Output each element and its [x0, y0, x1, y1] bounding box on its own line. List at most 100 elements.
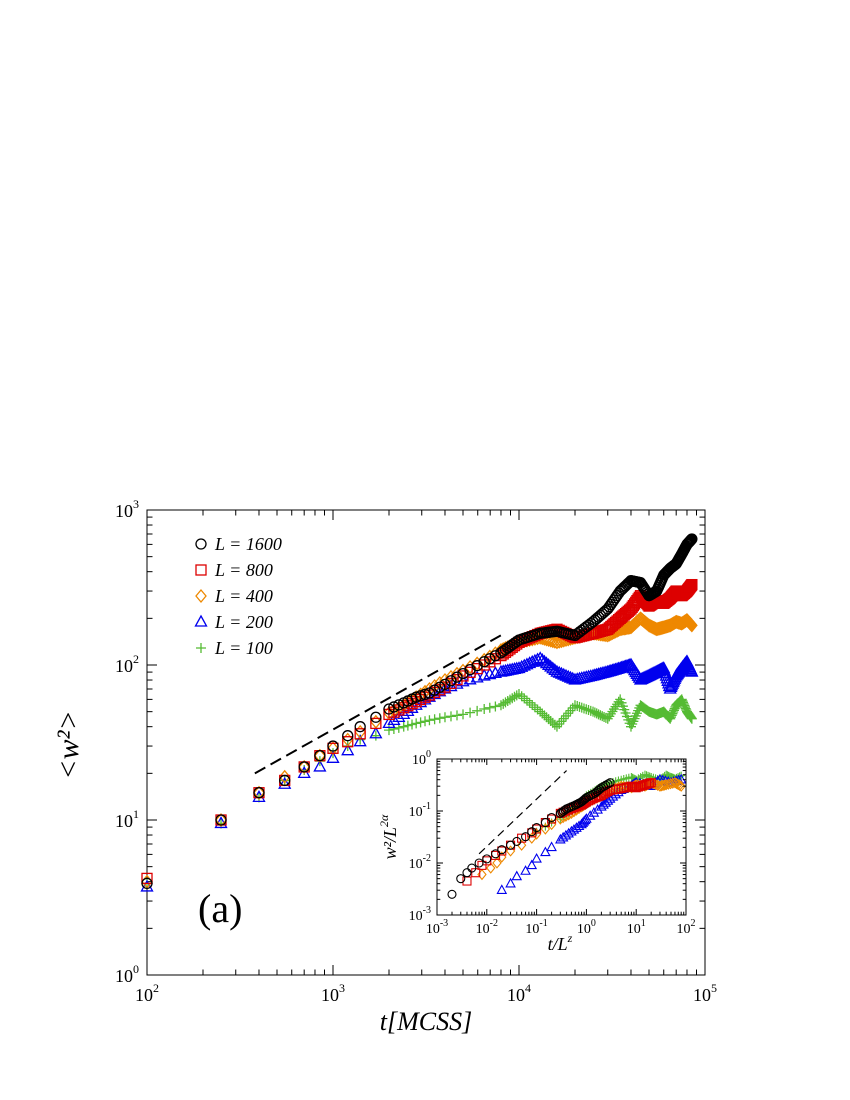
- inset-data-point: [482, 854, 492, 864]
- data-point: [388, 701, 400, 713]
- series-l1600: [141, 533, 698, 890]
- data-point: [521, 695, 532, 706]
- inset-data-point: [531, 852, 542, 863]
- inset-reference-line: [478, 770, 567, 855]
- data-point: [411, 718, 422, 729]
- data-point: [445, 711, 456, 722]
- y-tick-label: 10-3: [409, 905, 431, 924]
- data-point: [420, 716, 431, 727]
- x-tick-label: 10-2: [476, 918, 498, 937]
- legend-label: L = 800: [214, 560, 273, 580]
- inset-data-point: [447, 889, 457, 899]
- inset-data-point: [540, 846, 551, 857]
- data-point: [419, 688, 431, 701]
- inset-data-point: [491, 849, 501, 859]
- data-point: [452, 710, 462, 721]
- data-point: [215, 814, 227, 826]
- data-point: [450, 676, 464, 689]
- x-tick-label: 10-1: [525, 918, 547, 937]
- data-point: [504, 694, 515, 705]
- data-point: [383, 703, 395, 715]
- data-point: [551, 721, 562, 732]
- x-tick-label: 103: [321, 981, 345, 1005]
- data-point: [279, 774, 291, 787]
- y-tick-label: 102: [115, 652, 139, 676]
- svg-text:w²/L2α: w²/L2α: [377, 814, 400, 859]
- inset-data-point: [646, 778, 656, 788]
- data-point: [625, 721, 636, 732]
- inset-data-point: [540, 817, 550, 828]
- inset-data-point: [596, 783, 606, 793]
- inset-plot: 10-3 10-2 10-1 100 101 102 10-3 10-2 10-1 100 w²/…: [377, 749, 696, 954]
- data-point: [464, 666, 476, 678]
- data-point: [407, 719, 418, 730]
- inset-data-point: [581, 813, 592, 823]
- legend-marker: [195, 564, 207, 576]
- inset-data-point: [492, 857, 502, 869]
- data-point: [402, 720, 413, 731]
- legend-label: L = 400: [214, 586, 273, 606]
- data-point: [472, 705, 483, 716]
- data-point: [278, 776, 292, 789]
- y-tick-label: 103: [115, 497, 139, 521]
- legend-marker: [195, 588, 207, 604]
- data-point: [451, 671, 463, 683]
- data-point: [434, 713, 445, 724]
- inset-data-point: [601, 780, 611, 790]
- inset-data-point: [496, 884, 508, 894]
- main-reference-line: [254, 633, 504, 775]
- data-point: [314, 750, 326, 762]
- data-point: [354, 728, 366, 740]
- data-point: [424, 715, 435, 726]
- inset-data-point: [456, 874, 466, 884]
- data-point: [495, 700, 506, 711]
- data-point: [549, 719, 560, 730]
- data-point: [572, 701, 583, 712]
- inset-data-point: [670, 777, 680, 789]
- inset-y-axis-title: w²/L2α: [377, 814, 400, 859]
- data-point: [370, 711, 382, 723]
- data-point: [445, 675, 457, 687]
- data-point: [415, 717, 426, 728]
- data-point: [514, 688, 524, 699]
- data-point: [498, 698, 509, 709]
- data-point: [630, 710, 641, 721]
- y-tick-label: 10-2: [409, 853, 431, 872]
- data-point: [528, 653, 542, 666]
- data-point: [253, 785, 265, 800]
- data-point: [383, 725, 394, 736]
- inset-data-point: [521, 832, 531, 842]
- data-point: [369, 726, 383, 739]
- data-point: [313, 759, 327, 772]
- data-point: [451, 666, 463, 681]
- data-point: [686, 618, 698, 633]
- data-point: [439, 681, 451, 693]
- inset-x-axis-title-exponent: z: [567, 931, 573, 945]
- data-point: [519, 693, 530, 704]
- inset-data-point: [547, 812, 557, 823]
- data-point: [253, 787, 265, 799]
- data-point: [326, 750, 340, 763]
- data-point: [478, 656, 490, 668]
- data-point: [392, 710, 406, 723]
- inset-data-point: [676, 780, 686, 792]
- y-tick-label: 10-1: [409, 801, 431, 820]
- data-point: [465, 707, 476, 718]
- legend-marker: [196, 643, 206, 653]
- inset-data-point: [474, 858, 484, 868]
- data-point: [529, 702, 540, 713]
- x-axis-title: t[MCSS]: [380, 1007, 472, 1036]
- data-point: [140, 879, 154, 892]
- data-point: [621, 621, 633, 636]
- data-point: [298, 759, 311, 774]
- data-point: [141, 872, 153, 885]
- data-point: [583, 705, 594, 716]
- data-point: [627, 719, 638, 730]
- panel-label: (a): [198, 886, 242, 931]
- data-point: [527, 700, 538, 711]
- data-point: [458, 709, 469, 720]
- y-tick-label: 101: [115, 807, 139, 831]
- data-point: [560, 710, 571, 721]
- main-plot: 102 103 104 105 100 101 102 103 <w²> t[MCSS] (a…: [52, 497, 717, 1036]
- inset-ticks: 10-3 10-2 10-1 100 101 102 10-3 10-2 10-1 100: [409, 749, 696, 937]
